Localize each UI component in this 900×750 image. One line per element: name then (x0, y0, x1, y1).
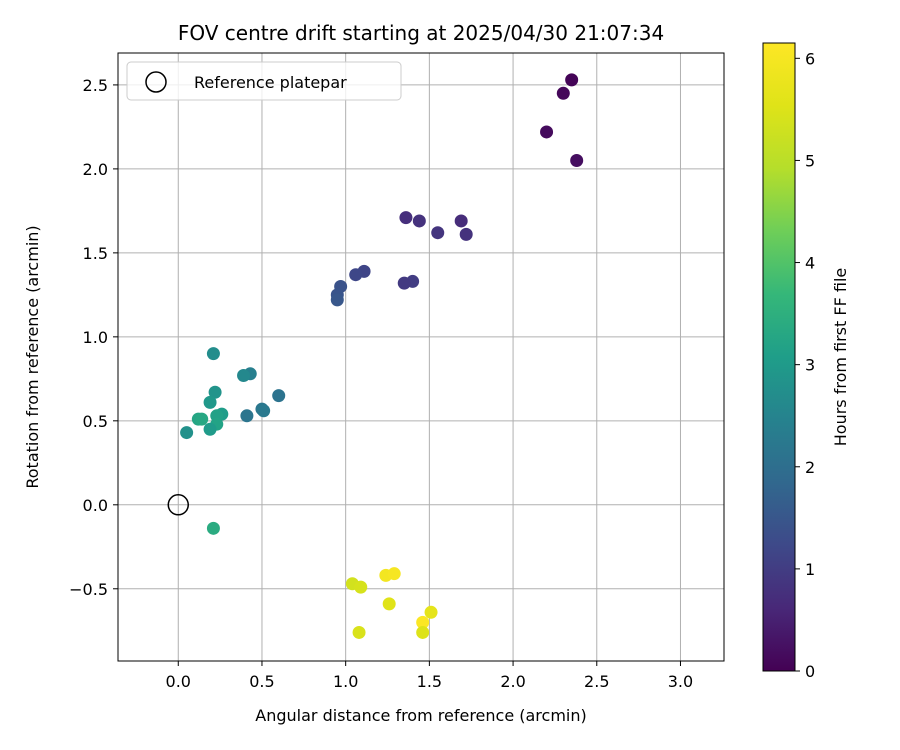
data-point (206, 347, 220, 361)
colorbar-tick-label: 3 (805, 356, 815, 375)
colorbar-tick-label: 5 (805, 151, 815, 170)
reference-platepar-marker (167, 494, 190, 516)
x-tick-label: 0.0 (166, 672, 191, 691)
y-axis-label: Rotation from reference (arcmin) (23, 225, 42, 488)
x-tick-label: 2.5 (584, 672, 609, 691)
y-gridlines (118, 84, 724, 590)
data-point (208, 385, 222, 399)
legend-box (126, 61, 402, 101)
data-point (354, 580, 368, 594)
data-point (397, 276, 411, 290)
colorbar-label: Hours from first FF file (831, 268, 850, 447)
data-point (416, 625, 430, 639)
x-axis-ticks: 0.0 0.5 1.0 1.5 2.0 2.5 3.0 (166, 661, 693, 691)
colorbar-frame (762, 42, 796, 672)
data-point (399, 211, 413, 225)
y-tick-label: 1.0 (83, 328, 108, 347)
x-gridlines (177, 53, 681, 661)
data-point (431, 226, 445, 240)
data-point (454, 214, 468, 228)
x-tick-label: 1.0 (333, 672, 358, 691)
data-point (570, 153, 584, 167)
colorbar: 0 1 2 3 4 5 6 Hours from first FF file (762, 42, 850, 681)
legend: Reference platepar (126, 61, 402, 101)
plot-area (118, 53, 724, 661)
data-point (349, 268, 363, 282)
x-tick-label: 0.5 (249, 672, 274, 691)
colorbar-tick-label: 2 (805, 458, 815, 477)
x-tick-label: 2.0 (500, 672, 525, 691)
data-point (203, 395, 217, 409)
data-point (272, 389, 286, 403)
data-point (206, 521, 220, 535)
data-point (330, 293, 344, 307)
data-point (203, 422, 217, 436)
data-point (237, 368, 251, 382)
data-point (387, 567, 401, 581)
colorbar-tick-label: 1 (805, 560, 815, 579)
data-point (382, 597, 396, 611)
y-tick-label: 0.5 (83, 412, 108, 431)
y-tick-label: −0.5 (69, 580, 108, 599)
data-point (416, 615, 430, 629)
colorbar-gradient (763, 43, 795, 671)
data-point (565, 73, 579, 87)
data-points (180, 73, 584, 639)
x-axis-label: Angular distance from reference (arcmin) (255, 706, 586, 725)
y-tick-label: 2.5 (83, 76, 108, 95)
x-tick-label: 1.5 (417, 672, 442, 691)
data-point (412, 214, 426, 228)
data-point (424, 605, 438, 619)
legend-label: Reference platepar (194, 73, 347, 92)
data-point (257, 404, 271, 418)
colorbar-tick-label: 4 (805, 254, 815, 273)
x-tick-label: 3.0 (668, 672, 693, 691)
colorbar-ticks: 0 1 2 3 4 5 6 (795, 49, 815, 681)
plot-frame (117, 52, 725, 662)
y-tick-label: 1.5 (83, 244, 108, 263)
chart-title: FOV centre drift starting at 2025/04/30 … (178, 21, 664, 45)
y-axis-ticks: −0.5 0.0 0.5 1.0 1.5 2.0 2.5 (69, 76, 118, 599)
y-tick-label: 2.0 (83, 160, 108, 179)
data-point (459, 227, 473, 241)
data-point (540, 125, 554, 139)
colorbar-tick-label: 0 (805, 662, 815, 681)
data-point (180, 426, 194, 440)
colorbar-tick-label: 6 (805, 49, 815, 68)
data-point (556, 86, 570, 100)
y-tick-label: 0.0 (83, 496, 108, 515)
data-point (352, 625, 366, 639)
legend-marker-icon (145, 71, 167, 93)
data-point (240, 409, 254, 423)
data-point (195, 412, 209, 426)
